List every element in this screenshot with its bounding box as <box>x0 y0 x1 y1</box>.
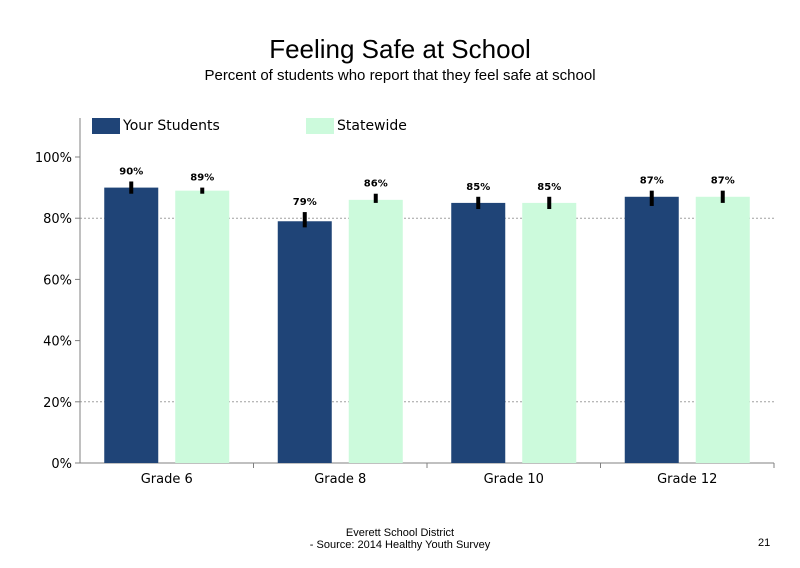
x-tick-label: Grade 6 <box>141 472 193 487</box>
data-label: 86% <box>364 179 388 190</box>
legend-item-your-students: Your Students <box>92 117 220 135</box>
bar <box>348 199 403 463</box>
legend-swatch-statewide <box>306 118 334 134</box>
footer-district: Everett School District <box>345 527 455 539</box>
y-tick-label: 40% <box>43 335 72 350</box>
x-tick-label: Grade 10 <box>484 472 544 487</box>
data-label: 85% <box>466 182 490 193</box>
x-tick-label: Grade 12 <box>657 472 717 487</box>
page-number: 21 <box>758 537 771 549</box>
legend-label-statewide: Statewide <box>337 118 407 134</box>
data-label: 90% <box>119 166 143 177</box>
y-tick-label: 80% <box>43 212 72 227</box>
bar <box>277 221 332 463</box>
data-label: 89% <box>190 173 214 184</box>
legend-label-your-students: Your Students <box>123 118 220 134</box>
x-tick-label: Grade 8 <box>314 472 366 487</box>
y-tick-label: 60% <box>43 273 72 288</box>
data-label: 79% <box>293 197 317 208</box>
y-tick-label: 20% <box>43 396 72 411</box>
y-tick-label: 0% <box>51 457 72 472</box>
bar <box>624 196 679 463</box>
data-label: 87% <box>640 176 664 187</box>
legend-item-statewide: Statewide <box>306 117 407 135</box>
data-label: 85% <box>537 182 561 193</box>
footer: Everett School District - Source: 2014 H… <box>250 527 550 551</box>
chart-subtitle: Percent of students who report that they… <box>204 67 596 84</box>
legend-swatch-your-students <box>92 118 120 134</box>
footer-source: - Source: 2014 Healthy Youth Survey <box>309 539 491 551</box>
bar <box>522 202 577 463</box>
chart-title: Feeling Safe at School <box>269 34 531 64</box>
bar <box>175 190 230 463</box>
y-tick-label: 100% <box>35 151 72 166</box>
bar <box>104 187 159 463</box>
data-label: 87% <box>711 176 735 187</box>
bar <box>695 196 750 463</box>
bar <box>451 202 506 463</box>
